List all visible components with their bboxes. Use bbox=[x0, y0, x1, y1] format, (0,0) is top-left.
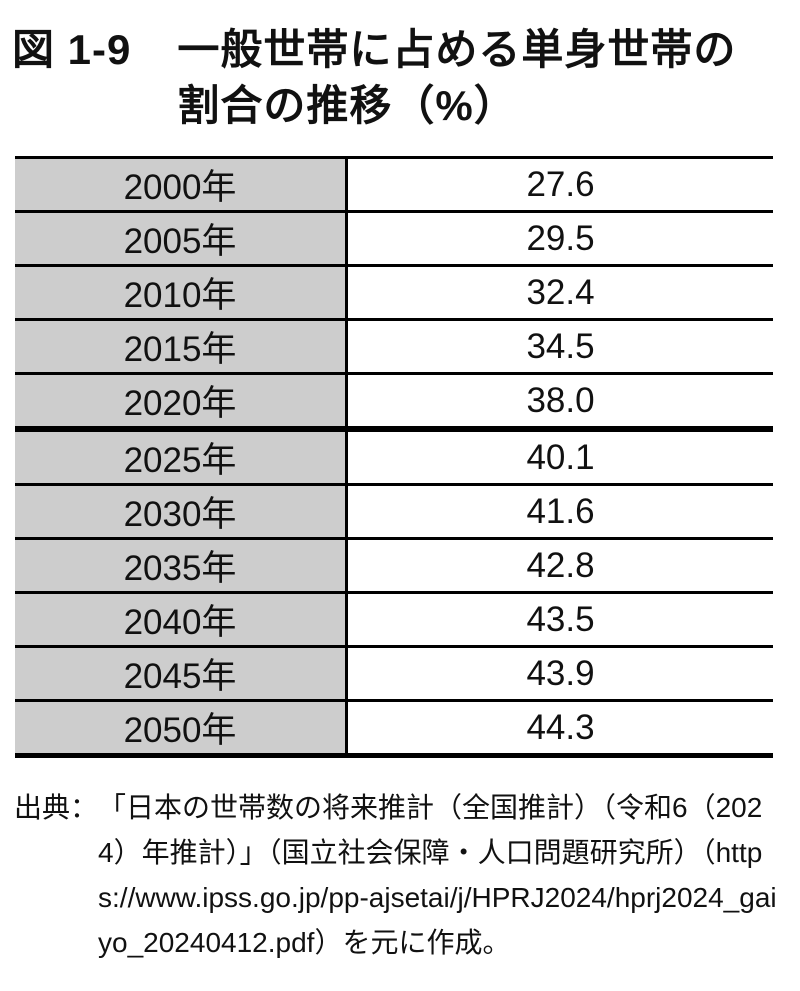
year-cell: 2045年 bbox=[15, 646, 348, 702]
year-cell: 2020年 bbox=[15, 373, 348, 432]
table-row: 2040年 43.5 bbox=[15, 592, 773, 648]
year-cell: 2030年 bbox=[15, 484, 348, 540]
figure-title-line2: 割合の推移（%） bbox=[177, 82, 517, 129]
year-cell: 2015年 bbox=[15, 319, 348, 375]
value-cell: 43.5 bbox=[346, 592, 773, 648]
table-row: 2030年 41.6 bbox=[15, 484, 773, 540]
value-cell: 43.9 bbox=[346, 646, 773, 702]
value-cell: 32.4 bbox=[346, 265, 773, 321]
table-row: 2045年 43.9 bbox=[15, 646, 773, 702]
table-row: 2010年 32.4 bbox=[15, 265, 773, 321]
table-row: 2025年 40.1 bbox=[15, 429, 773, 486]
table-row: 2000年 27.6 bbox=[15, 157, 773, 213]
figure-title-text: 一般世帯に占める単身世帯の 割合の推移（%） bbox=[177, 22, 792, 134]
year-cell: 2010年 bbox=[15, 265, 348, 321]
source-label: 出典： bbox=[14, 792, 99, 823]
figure-title-line1: 一般世帯に占める単身世帯の bbox=[177, 26, 737, 73]
year-cell: 2035年 bbox=[15, 538, 348, 594]
value-cell: 29.5 bbox=[346, 211, 773, 267]
table-row: 2035年 42.8 bbox=[15, 538, 773, 594]
source-note: 出典： 「日本の世帯数の将来推計（全国推計）（令和6（2024）年推計）」（国立… bbox=[14, 785, 786, 965]
year-cell: 2025年 bbox=[15, 429, 348, 486]
table-row: 2015年 34.5 bbox=[15, 319, 773, 375]
value-cell: 40.1 bbox=[346, 429, 773, 486]
value-cell: 44.3 bbox=[346, 700, 773, 758]
year-cell: 2000年 bbox=[15, 157, 348, 213]
year-cell: 2050年 bbox=[15, 700, 348, 758]
value-cell: 41.6 bbox=[346, 484, 773, 540]
source-text: 「日本の世帯数の将来推計（全国推計）（令和6（2024）年推計）」（国立社会保障… bbox=[98, 792, 777, 958]
value-cell: 42.8 bbox=[346, 538, 773, 594]
value-cell: 34.5 bbox=[346, 319, 773, 375]
table-body: 2000年 27.6 2005年 29.5 2010年 32.4 2015年 34.5 2020… bbox=[15, 157, 773, 758]
table-row: 2005年 29.5 bbox=[15, 211, 773, 267]
table-row: 2020年 38.0 bbox=[15, 373, 773, 432]
year-cell: 2040年 bbox=[15, 592, 348, 648]
figure-number: 図 1-9 bbox=[12, 26, 132, 73]
table-row: 2050年 44.3 bbox=[15, 700, 773, 758]
value-cell: 38.0 bbox=[346, 373, 773, 432]
year-cell: 2005年 bbox=[15, 211, 348, 267]
figure-title: 図 1-9 一般世帯に占める単身世帯の 割合の推移（%） bbox=[0, 0, 800, 134]
value-cell: 27.6 bbox=[346, 157, 773, 213]
single-household-ratio-table: 2000年 27.6 2005年 29.5 2010年 32.4 2015年 34.5 2020… bbox=[15, 156, 773, 758]
